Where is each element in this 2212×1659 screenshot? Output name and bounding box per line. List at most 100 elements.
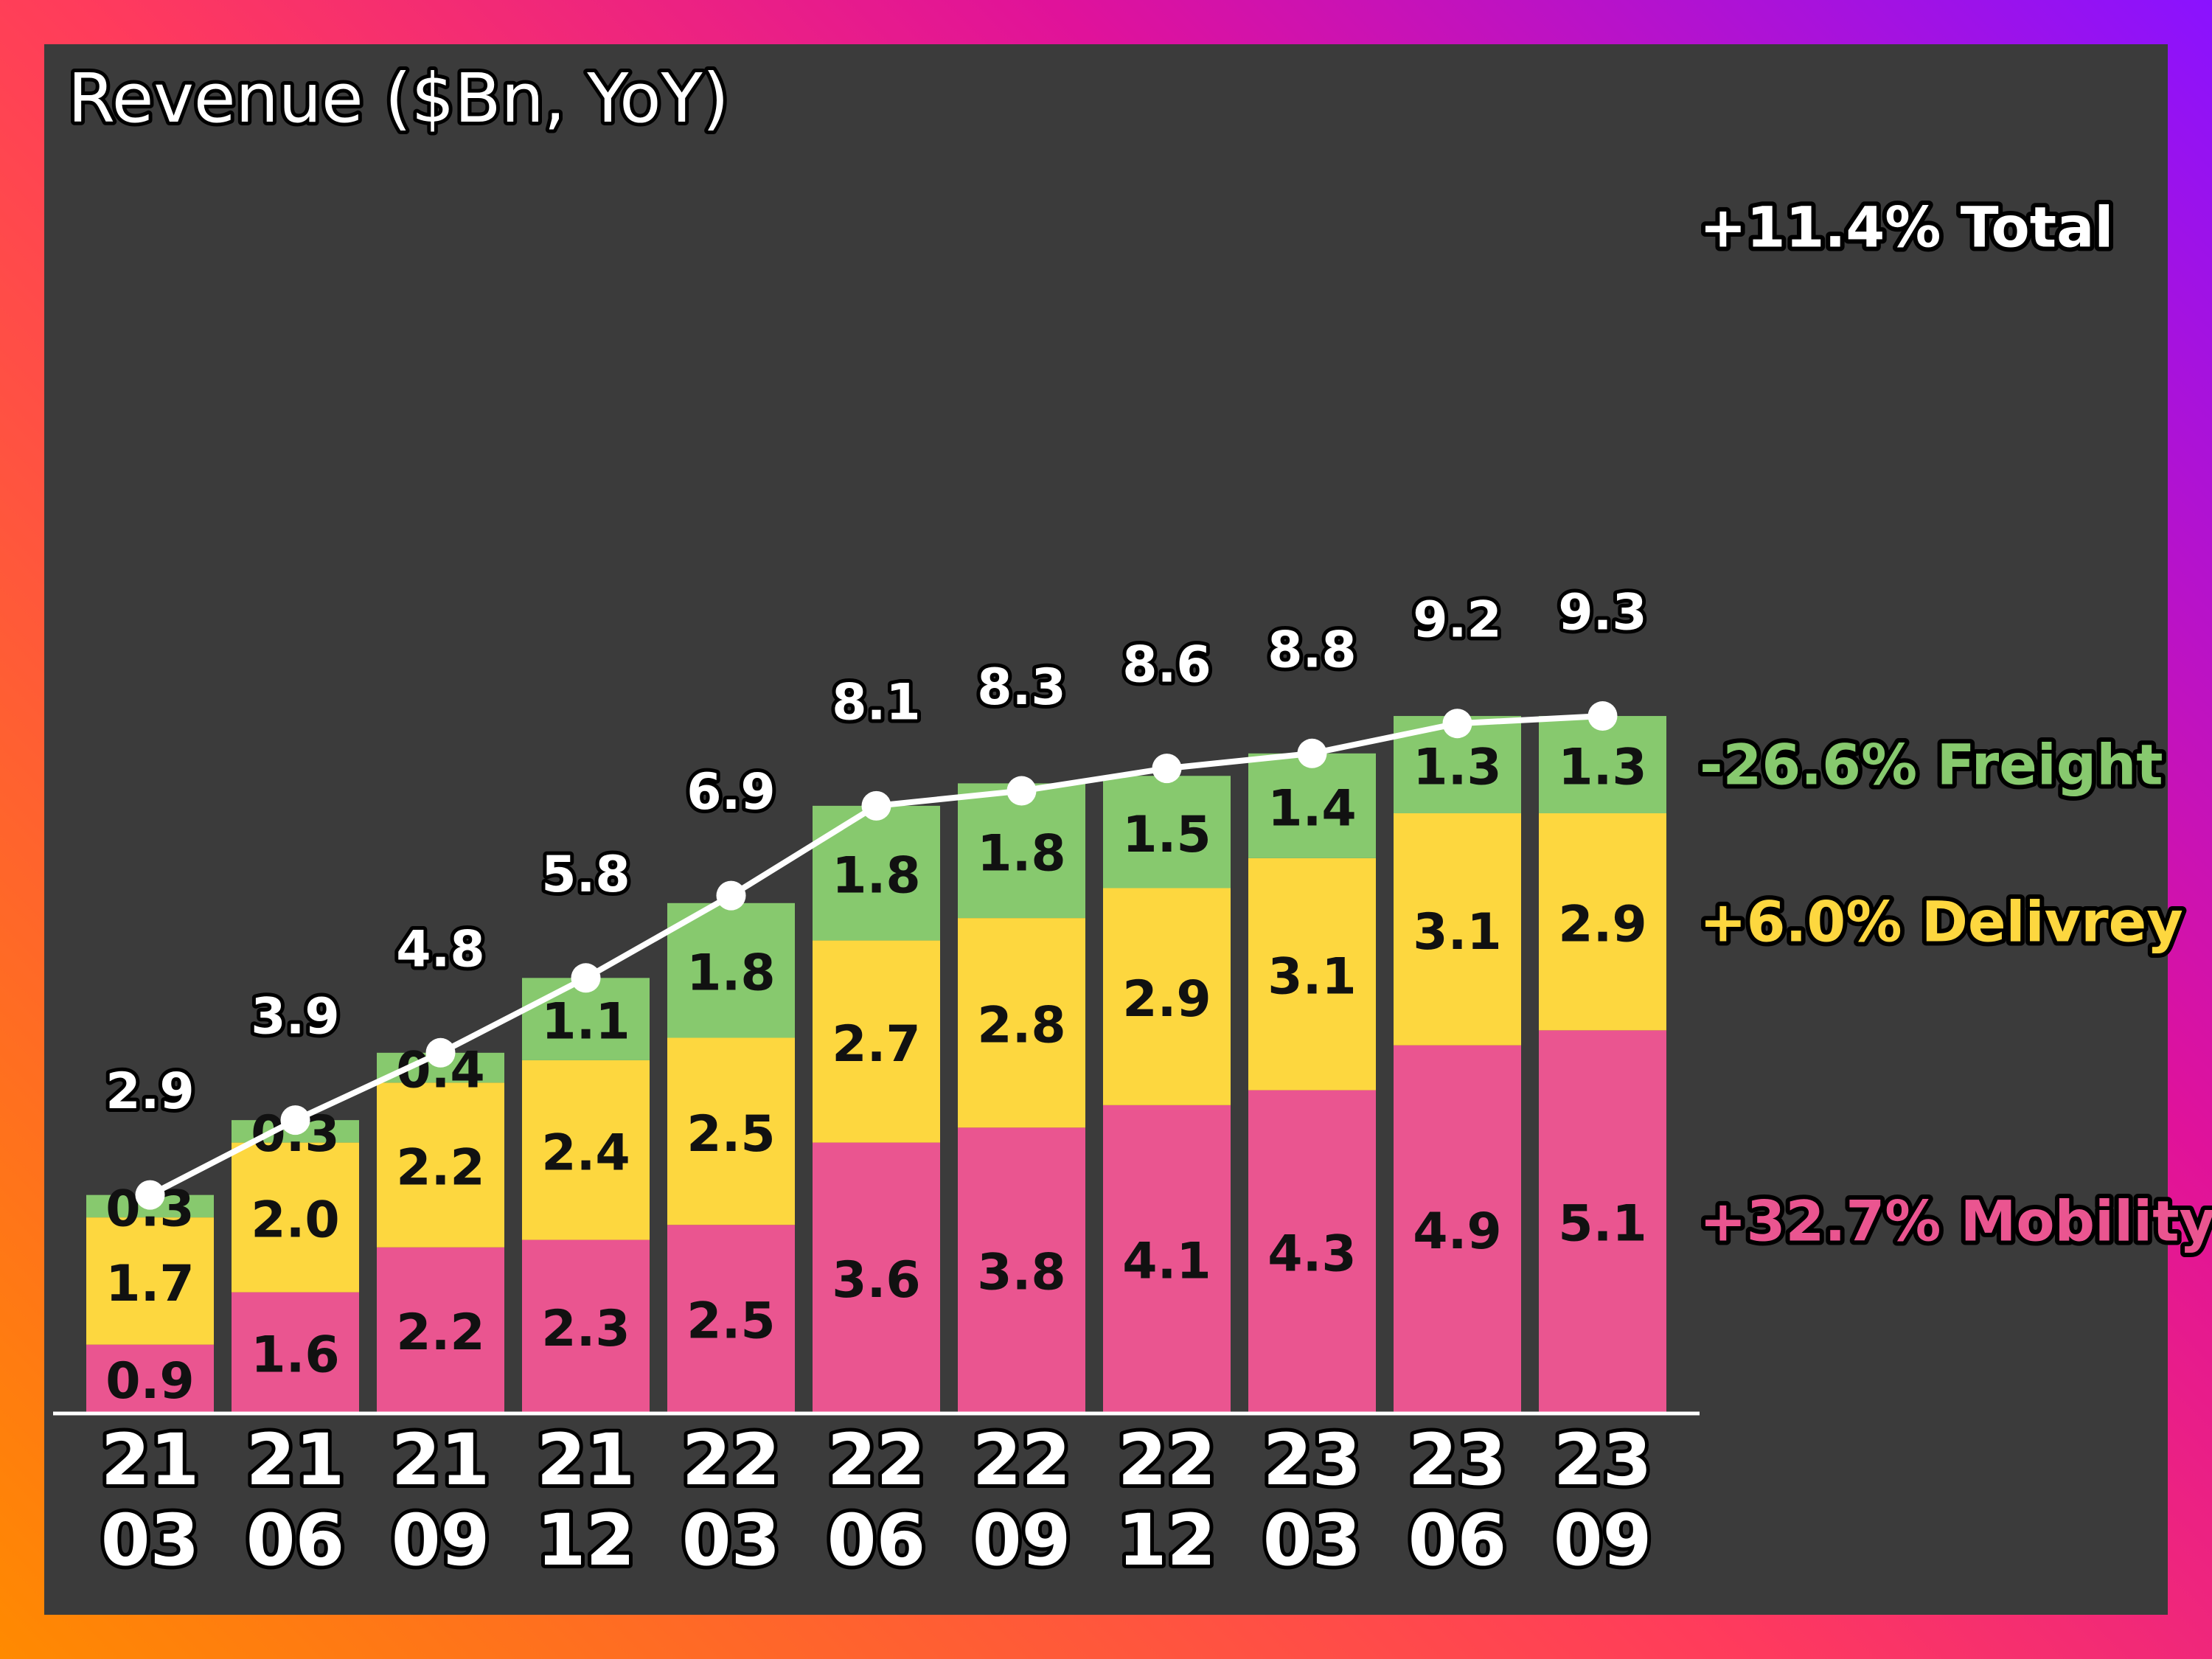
total-value-label-8: 8.8 [1267, 621, 1356, 679]
mobility-bar-6 [958, 1127, 1085, 1412]
total-value-label-0: 2.9 [105, 1062, 194, 1121]
total-point-7 [1152, 754, 1182, 784]
freight-bar-10 [1539, 716, 1666, 813]
mobility-value-label-9: 4.9 [1413, 1203, 1501, 1261]
total-value-label-1: 3.9 [251, 988, 339, 1046]
delivery-bar-0 [86, 1217, 214, 1345]
freight-value-label-7: 1.5 [1122, 806, 1211, 864]
freight-bar-5 [813, 805, 940, 941]
x-tick-label-month-2: 09 [392, 1499, 490, 1582]
total-value-label-5: 8.1 [832, 673, 920, 731]
delivery-value-label-6: 2.8 [977, 997, 1065, 1055]
delivery-bar-9 [1394, 813, 1521, 1046]
total-value-label-2: 4.8 [396, 920, 484, 978]
x-tick-label-month-3: 12 [537, 1499, 636, 1582]
mobility-value-label-5: 3.6 [832, 1251, 920, 1310]
legend-delivery: +6.0% Delivrey [1700, 889, 2183, 955]
total-value-label-6: 8.3 [977, 658, 1065, 717]
total-value-label-4: 6.9 [686, 763, 775, 821]
freight-value-label-9: 1.3 [1413, 739, 1501, 797]
x-tick-label-year-4: 22 [682, 1419, 781, 1501]
freight-value-label-3: 1.1 [541, 993, 630, 1051]
x-tick-label-year-6: 22 [973, 1419, 1071, 1501]
delivery-value-label-8: 3.1 [1267, 948, 1356, 1006]
x-tick-label-year-10: 23 [1554, 1419, 1652, 1501]
mobility-value-label-3: 2.3 [541, 1300, 630, 1358]
freight-value-label-5: 1.8 [832, 847, 920, 905]
total-point-6 [1006, 776, 1037, 806]
delivery-bar-7 [1103, 888, 1231, 1105]
total-value-label-3: 5.8 [541, 846, 630, 904]
x-tick-label-year-1: 21 [246, 1419, 345, 1501]
freight-bar-7 [1103, 776, 1231, 888]
total-point-2 [425, 1037, 456, 1068]
x-tick-label-month-9: 06 [1408, 1499, 1507, 1582]
delivery-bar-6 [958, 918, 1085, 1128]
x-tick-label-year-2: 21 [392, 1419, 490, 1501]
x-tick-label-year-9: 23 [1408, 1419, 1507, 1501]
x-tick-label-month-7: 12 [1118, 1499, 1217, 1582]
mobility-bar-2 [377, 1247, 504, 1412]
bars-layer [86, 716, 1666, 1412]
mobility-bar-7 [1103, 1105, 1231, 1412]
delivery-value-label-9: 3.1 [1413, 903, 1501, 961]
mobility-value-label-7: 4.1 [1122, 1232, 1211, 1290]
delivery-bar-5 [813, 940, 940, 1143]
delivery-value-label-0: 1.7 [105, 1255, 194, 1313]
x-tick-label-year-8: 23 [1263, 1419, 1362, 1501]
mobility-bar-0 [86, 1344, 214, 1412]
freight-value-label-8: 1.4 [1267, 779, 1356, 838]
legend-mobility: +32.7% Mobility [1700, 1189, 2212, 1254]
total-point-1 [280, 1105, 310, 1135]
delivery-bar-3 [522, 1060, 650, 1240]
x-tick-label-month-8: 03 [1263, 1499, 1362, 1582]
x-tick-label-year-5: 22 [827, 1419, 926, 1501]
mobility-value-label-4: 2.5 [686, 1293, 775, 1351]
freight-value-label-4: 1.8 [686, 945, 775, 1003]
delivery-value-label-1: 2.0 [251, 1192, 339, 1250]
total-point-4 [716, 880, 746, 911]
delivery-bar-8 [1248, 858, 1376, 1091]
delivery-bar-10 [1539, 813, 1666, 1031]
legend-freight: -26.6% Freight [1700, 732, 2163, 798]
mobility-value-label-2: 2.2 [396, 1304, 484, 1362]
total-point-8 [1297, 738, 1327, 768]
total-point-9 [1442, 709, 1472, 739]
mobility-value-label-10: 5.1 [1558, 1195, 1646, 1253]
x-tick-label-month-4: 03 [682, 1499, 781, 1582]
mobility-bar-1 [232, 1292, 359, 1412]
x-tick-label-month-1: 06 [246, 1499, 345, 1582]
mobility-bar-9 [1394, 1045, 1521, 1412]
x-tick-label-month-5: 06 [827, 1499, 926, 1582]
total-value-label-7: 8.6 [1122, 636, 1211, 695]
total-point-5 [861, 790, 891, 821]
delivery-value-label-3: 2.4 [541, 1124, 630, 1182]
delivery-bar-4 [667, 1037, 795, 1225]
x-tick-label-year-3: 21 [537, 1419, 636, 1501]
total-line-layer: 2.9 3.9 4.8 5.8 6.9 8.1 8.3 8.6 8.8 9.2 9.3 [102, 580, 1651, 1210]
freight-bar-4 [667, 902, 795, 1038]
mobility-bar-5 [813, 1142, 940, 1412]
x-axis-labels: 2103210621092112220322062209221223032306… [97, 1415, 1656, 1585]
mobility-value-label-8: 4.3 [1267, 1225, 1356, 1283]
total-value-label-10: 9.3 [1558, 584, 1646, 642]
delivery-value-label-7: 2.9 [1122, 970, 1211, 1029]
total-point-3 [571, 963, 601, 993]
legend-total: +11.4% Total [1700, 195, 2113, 260]
chart-title: Revenue ($Bn, YoY) [68, 59, 729, 138]
legend: +11.4% Total -26.6% Freight +6.0% Delivrey… [1695, 190, 2212, 1259]
x-tick-label-month-6: 09 [973, 1499, 1071, 1582]
total-point-0 [135, 1180, 165, 1210]
freight-bar-8 [1248, 753, 1376, 858]
delivery-bar-2 [377, 1082, 504, 1248]
x-tick-label-year-0: 21 [101, 1419, 200, 1501]
mobility-value-label-0: 0.9 [105, 1352, 194, 1411]
x-tick-label-year-7: 22 [1118, 1419, 1217, 1501]
mobility-bar-8 [1248, 1090, 1376, 1412]
freight-bar-6 [958, 783, 1085, 919]
delivery-value-label-2: 2.2 [396, 1139, 484, 1197]
delivery-bar-1 [232, 1142, 359, 1293]
mobility-value-label-6: 3.8 [977, 1244, 1065, 1302]
total-point-10 [1587, 701, 1618, 731]
